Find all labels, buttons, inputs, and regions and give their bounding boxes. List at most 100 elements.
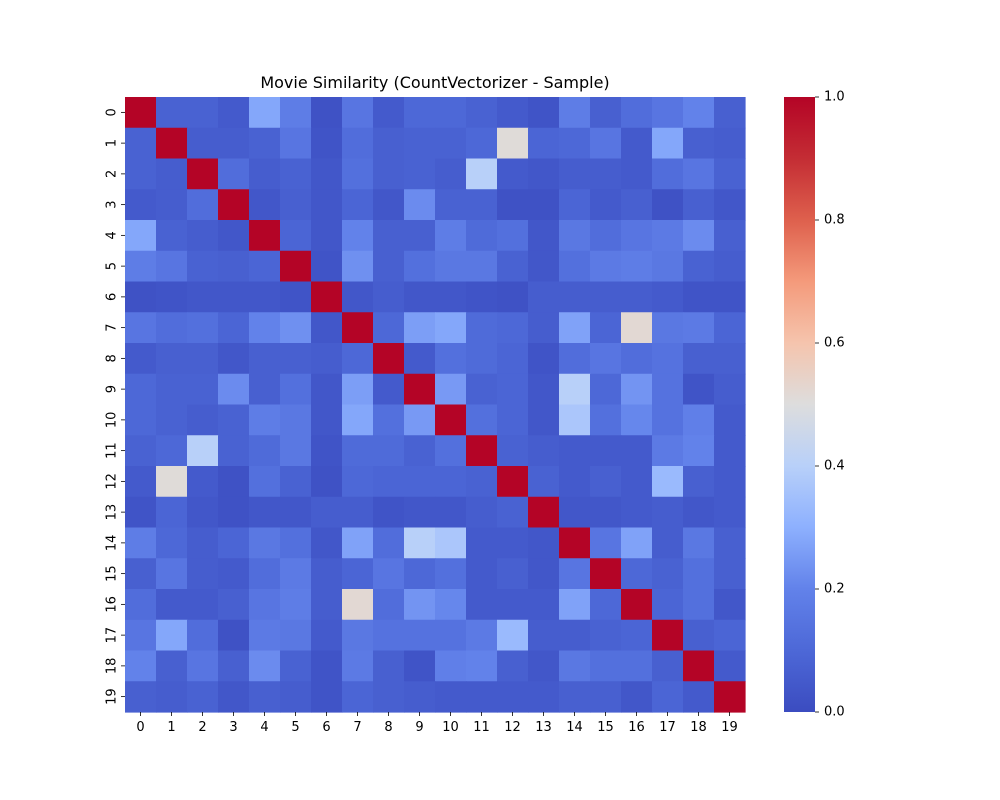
heatmap-cell xyxy=(683,404,715,436)
heatmap-cell xyxy=(280,558,312,590)
heatmap-cell xyxy=(373,220,405,252)
heatmap-cell xyxy=(187,189,219,221)
x-tick-label: 17 xyxy=(659,720,676,735)
heatmap-cell xyxy=(342,343,374,375)
heatmap-cell xyxy=(528,496,560,529)
heatmap-cell xyxy=(590,650,622,682)
heatmap-cell xyxy=(652,250,684,283)
heatmap-cell xyxy=(559,589,591,621)
y-tick-label: 1 xyxy=(105,139,120,147)
heatmap-cell xyxy=(714,312,746,344)
heatmap-cell xyxy=(683,158,715,190)
heatmap-cell xyxy=(373,189,405,221)
heatmap-cell xyxy=(187,558,219,590)
heatmap-cell xyxy=(218,220,250,252)
heatmap-cell xyxy=(125,558,157,590)
heatmap-cell xyxy=(528,127,560,160)
heatmap-cell xyxy=(621,281,653,313)
heatmap-cell xyxy=(683,312,715,344)
heatmap-cell xyxy=(373,97,405,129)
x-tick-label: 4 xyxy=(260,720,268,735)
heatmap-cell xyxy=(621,619,653,652)
heatmap-cell xyxy=(714,589,746,621)
heatmap-cell xyxy=(342,650,374,682)
heatmap-cell xyxy=(683,220,715,252)
heatmap-cell xyxy=(404,650,436,682)
heatmap-cell xyxy=(590,373,622,406)
heatmap-cell xyxy=(590,250,622,283)
x-tick-label: 3 xyxy=(229,720,237,735)
heatmap-cell xyxy=(559,220,591,252)
heatmap-cell xyxy=(249,127,281,160)
y-tick-label: 16 xyxy=(105,596,120,613)
heatmap-cell xyxy=(652,189,684,221)
heatmap-cell xyxy=(404,220,436,252)
heatmap-cell xyxy=(714,220,746,252)
heatmap-cell xyxy=(714,250,746,283)
heatmap-cell xyxy=(187,650,219,682)
heatmap-cell xyxy=(590,466,622,498)
heatmap-cell xyxy=(218,250,250,283)
heatmap-cell xyxy=(125,281,157,313)
heatmap-cell xyxy=(714,127,746,160)
heatmap-cell xyxy=(280,97,312,129)
heatmap-cell xyxy=(590,435,622,467)
heatmap-cell xyxy=(466,373,498,406)
heatmap-cell xyxy=(187,681,219,713)
heatmap-cell xyxy=(311,281,343,313)
heatmap-cell xyxy=(652,127,684,160)
heatmap-cell xyxy=(249,527,281,559)
heatmap-cell xyxy=(497,158,529,190)
heatmap-cell xyxy=(249,435,281,467)
heatmap-cell xyxy=(528,281,560,313)
heatmap-cell xyxy=(652,281,684,313)
heatmap-cell xyxy=(435,343,467,375)
y-tick-label: 14 xyxy=(105,535,120,552)
heatmap-cell xyxy=(497,189,529,221)
heatmap-cell xyxy=(404,589,436,621)
heatmap-cell xyxy=(528,312,560,344)
colorbar xyxy=(784,97,815,712)
heatmap-cell xyxy=(435,404,467,436)
heatmap-cell xyxy=(187,312,219,344)
heatmap-cell xyxy=(404,619,436,652)
heatmap-cell xyxy=(342,281,374,313)
heatmap-cell xyxy=(280,312,312,344)
heatmap-cell xyxy=(714,558,746,590)
heatmap-cell xyxy=(280,496,312,529)
heatmap-cell xyxy=(559,496,591,529)
heatmap-cell xyxy=(590,127,622,160)
heatmap-cell xyxy=(218,127,250,160)
heatmap-cell xyxy=(435,97,467,129)
heatmap-cell xyxy=(342,250,374,283)
x-tick-label: 16 xyxy=(628,720,645,735)
heatmap-cell xyxy=(714,373,746,406)
heatmap-cell xyxy=(683,589,715,621)
heatmap-cell xyxy=(373,558,405,590)
heatmap-cell xyxy=(218,527,250,559)
y-tick-label: 15 xyxy=(105,565,120,582)
heatmap-cell xyxy=(683,281,715,313)
heatmap-cell xyxy=(683,466,715,498)
heatmap-cell xyxy=(187,127,219,160)
heatmap-cell xyxy=(435,589,467,621)
heatmap-cell xyxy=(497,220,529,252)
heatmap-cell xyxy=(373,435,405,467)
heatmap-cell xyxy=(466,189,498,221)
heatmap-cell xyxy=(404,404,436,436)
heatmap-cell xyxy=(435,158,467,190)
heatmap-cell xyxy=(156,312,188,344)
heatmap-cell xyxy=(187,220,219,252)
chart-title: Movie Similarity (CountVectorizer - Samp… xyxy=(260,73,609,92)
x-tick-label: 19 xyxy=(721,720,738,735)
heatmap-cell xyxy=(621,97,653,129)
heatmap-cell xyxy=(125,373,157,406)
heatmap-cell xyxy=(280,127,312,160)
heatmap-cell xyxy=(590,220,622,252)
heatmap-cell xyxy=(621,496,653,529)
heatmap-cell xyxy=(466,404,498,436)
heatmap-cell xyxy=(683,97,715,129)
heatmap-cell xyxy=(125,496,157,529)
heatmap-cell xyxy=(683,127,715,160)
